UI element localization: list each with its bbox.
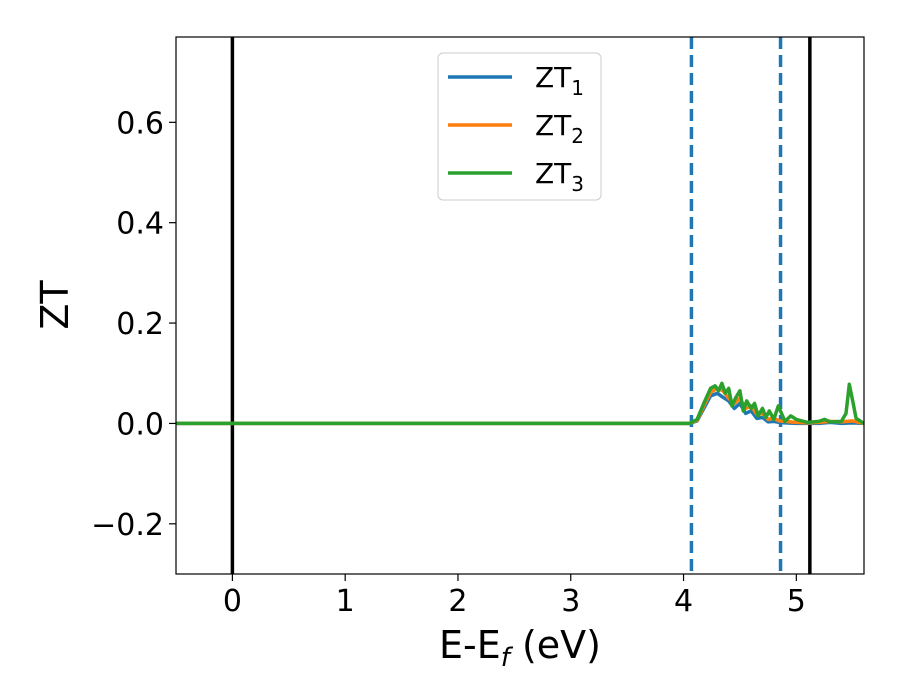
legend-label-zt3: ZT3 (535, 157, 584, 196)
legend: ZT1 ZT2 ZT3 (437, 52, 602, 201)
x-tick-label: 1 (336, 584, 355, 619)
y-axis-label: ZT (33, 280, 77, 330)
y-tick-label: 0.0 (116, 407, 164, 442)
x-axis: 0 1 2 3 4 5 (223, 574, 806, 619)
series-layer (176, 381, 864, 426)
legend-label-zt2: ZT2 (535, 109, 584, 148)
x-tick-label: 5 (787, 584, 806, 619)
x-tick-label: 2 (448, 584, 467, 619)
legend-box (437, 52, 602, 201)
reference-lines (230, 37, 812, 574)
y-tick-label: 0.4 (116, 207, 164, 242)
series-line-zt3 (176, 381, 864, 426)
y-axis: −0.2 0.0 0.2 0.4 0.6 (91, 106, 176, 543)
y-tick-label: 0.2 (116, 307, 164, 342)
y-tick-label: 0.6 (116, 106, 164, 141)
plot-frame (175, 36, 865, 575)
x-tick-label: 3 (561, 584, 580, 619)
x-axis-label: E-Ef (eV) (439, 623, 601, 673)
x-tick-label: 4 (674, 584, 693, 619)
x-tick-label: 0 (223, 584, 242, 619)
y-tick-label: −0.2 (91, 508, 164, 543)
legend-label-zt1: ZT1 (535, 61, 584, 100)
